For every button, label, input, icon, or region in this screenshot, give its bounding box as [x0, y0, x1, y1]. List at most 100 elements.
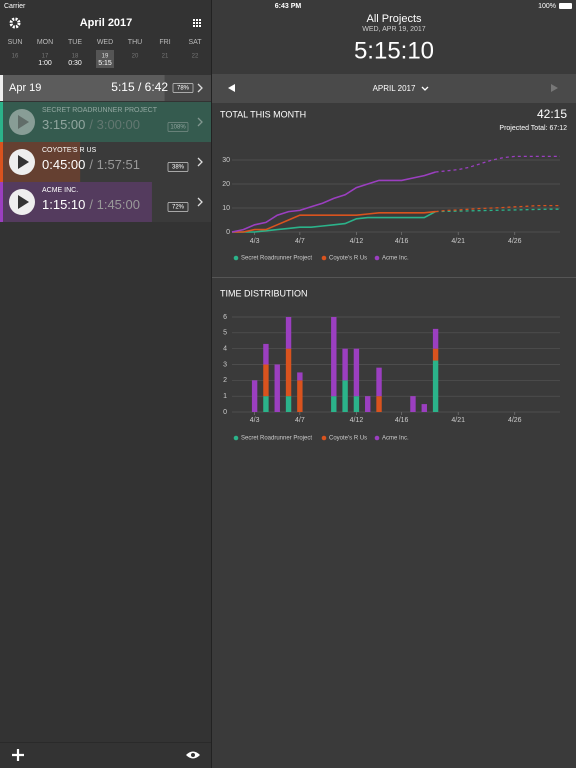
day-date[interactable]: 18 — [72, 54, 79, 60]
x-tick-label: 4/21 — [451, 238, 465, 245]
day-date[interactable]: 21 — [162, 54, 169, 60]
play-icon — [18, 195, 29, 209]
bar-segment — [297, 372, 303, 381]
budget: / 1:45:00 — [89, 197, 140, 212]
elapsed: 1:15:10 — [42, 197, 85, 212]
weekday: TUE — [68, 39, 82, 46]
prev-month[interactable] — [228, 84, 235, 92]
project-row[interactable] — [0, 142, 211, 182]
y-tick-label: 4 — [223, 346, 227, 353]
sidebar-title: April 2017 — [80, 17, 133, 29]
detail-time: 5:15:10 — [354, 37, 434, 64]
today-progress — [0, 75, 165, 101]
bar-segment — [432, 328, 439, 349]
y-tick-label: 0 — [226, 229, 230, 236]
bar-segment — [342, 380, 348, 412]
percent-badge — [172, 83, 194, 93]
weekday: SAT — [188, 39, 202, 46]
carrier: Carrier — [4, 3, 26, 10]
day-date[interactable]: 16 — [12, 54, 19, 60]
legend-label: Coyote's R Us — [329, 436, 367, 442]
bar-segment — [263, 343, 269, 365]
bar-segment — [376, 396, 382, 412]
chart-title: TIME DISTRIBUTION — [220, 288, 308, 298]
bar-segment — [331, 317, 337, 397]
bar-segment — [285, 348, 292, 397]
y-tick-label: 2 — [223, 377, 227, 384]
project-name: COYOTE'S R US — [42, 147, 97, 154]
x-tick-label: 4/3 — [250, 238, 260, 245]
y-tick-label: 1 — [223, 393, 227, 400]
visibility-button[interactable] — [186, 751, 200, 759]
bar-segment — [274, 364, 280, 412]
next-month[interactable] — [551, 84, 558, 92]
chevron[interactable] — [197, 117, 203, 127]
x-tick-label: 4/12 — [350, 238, 364, 245]
day-hours: 1:00 — [38, 60, 52, 67]
bar-segment — [421, 404, 427, 412]
legend-marker — [321, 255, 327, 261]
projection-line — [435, 208, 560, 213]
weekday: THU — [128, 39, 142, 46]
x-tick-label: 4/26 — [508, 238, 522, 245]
series-line — [232, 210, 436, 233]
clock: 6:43 PM — [275, 3, 302, 10]
legend-label: Coyote's R Us — [329, 256, 367, 262]
project-stripe — [0, 102, 3, 142]
project-name: ACME INC. — [42, 187, 78, 194]
elapsed: 0:45:00 — [42, 157, 85, 172]
bar-segment — [297, 380, 303, 412]
day-date[interactable]: 22 — [192, 54, 199, 60]
x-tick-label: 4/7 — [295, 417, 305, 424]
percent-label: 38% — [172, 165, 185, 171]
chart-summary: 42:15 — [537, 107, 567, 121]
bar-segment — [365, 396, 371, 412]
selected-day — [96, 50, 114, 68]
play-button[interactable] — [9, 109, 35, 135]
y-tick-label: 0 — [223, 409, 227, 416]
legend-marker — [321, 435, 327, 441]
chevron[interactable] — [197, 157, 203, 167]
settings-button[interactable] — [9, 17, 21, 29]
elapsed: 3:15:00 — [42, 117, 85, 132]
y-tick-label: 10 — [222, 205, 230, 212]
project-stripe — [0, 142, 3, 182]
legend-marker — [374, 255, 380, 261]
today-label: Apr 19 — [9, 82, 41, 94]
day-hours: 5:15 — [98, 60, 112, 67]
month-bar — [212, 74, 576, 103]
bar-segment — [285, 317, 292, 349]
bar-segment — [331, 396, 337, 412]
day-hours: 0:30 — [68, 60, 82, 67]
day-date[interactable]: 19 — [102, 54, 109, 60]
y-tick-label: 30 — [222, 157, 230, 164]
legend-marker — [374, 435, 380, 441]
bar-segment — [342, 348, 348, 381]
month-label[interactable]: APRIL 2017 — [373, 84, 416, 93]
project-times: 0:45:00 / 1:57:51 — [42, 157, 140, 172]
day-date[interactable]: 17 — [42, 54, 49, 60]
project-stripe — [0, 182, 3, 222]
legend-label: Secret Roadrunner Project — [241, 256, 312, 262]
bar-segment — [263, 396, 269, 412]
percent-badge — [167, 162, 189, 172]
projection-line — [435, 204, 560, 213]
project-progress — [0, 102, 211, 142]
project-row[interactable] — [0, 102, 211, 142]
chart-subtitle: Projected Total: 67:12 — [499, 125, 567, 132]
project-row[interactable] — [0, 182, 211, 222]
bar-segment — [432, 348, 439, 361]
legend-label: Acme Inc. — [382, 436, 409, 442]
bar-segment — [410, 396, 416, 412]
battery-text: 100% — [538, 3, 556, 10]
bar-segment — [263, 364, 269, 397]
legend-label: Acme Inc. — [382, 256, 409, 262]
add-button[interactable] — [12, 749, 24, 761]
chevron[interactable] — [197, 83, 203, 93]
chevron[interactable] — [197, 197, 203, 207]
day-date[interactable]: 20 — [132, 54, 139, 60]
bar-segment — [285, 396, 292, 412]
series-line — [231, 171, 436, 233]
percent-label: 72% — [172, 205, 185, 211]
grid-button[interactable] — [193, 19, 201, 27]
